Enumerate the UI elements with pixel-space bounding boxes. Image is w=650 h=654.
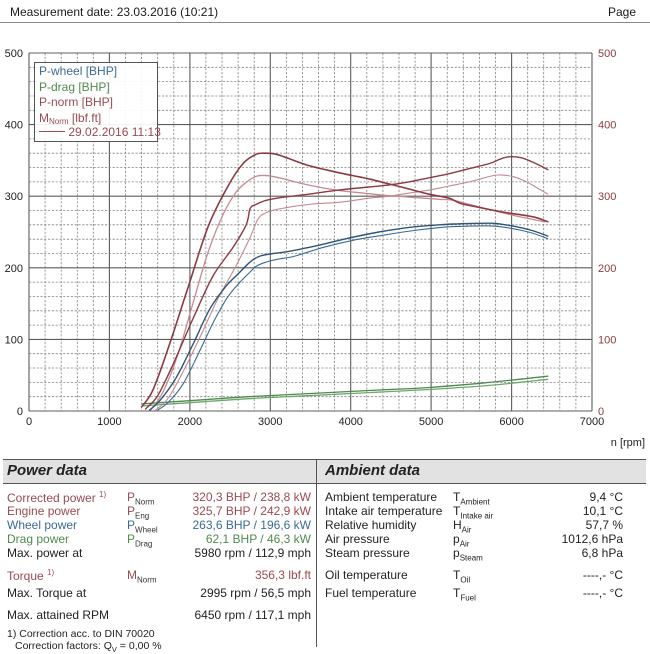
svg-text:400: 400 xyxy=(598,120,616,132)
svg-text:0: 0 xyxy=(17,406,23,418)
svg-text:4000: 4000 xyxy=(338,416,362,428)
svg-text:200: 200 xyxy=(5,263,23,275)
svg-text:200: 200 xyxy=(598,263,616,275)
svg-text:0: 0 xyxy=(26,416,32,428)
svg-text:n [rpm]: n [rpm] xyxy=(611,437,645,449)
svg-text:1000: 1000 xyxy=(97,416,121,428)
svg-text:6000: 6000 xyxy=(499,416,523,428)
svg-text:5000: 5000 xyxy=(419,416,443,428)
svg-text:3000: 3000 xyxy=(258,416,282,428)
svg-text:0: 0 xyxy=(598,406,604,418)
svg-text:400: 400 xyxy=(5,120,23,132)
svg-text:2000: 2000 xyxy=(178,416,202,428)
svg-text:100: 100 xyxy=(5,334,23,346)
svg-text:300: 300 xyxy=(598,191,616,203)
svg-text:500: 500 xyxy=(598,48,616,60)
svg-text:100: 100 xyxy=(598,334,616,346)
svg-text:500: 500 xyxy=(5,48,23,60)
svg-text:300: 300 xyxy=(5,191,23,203)
